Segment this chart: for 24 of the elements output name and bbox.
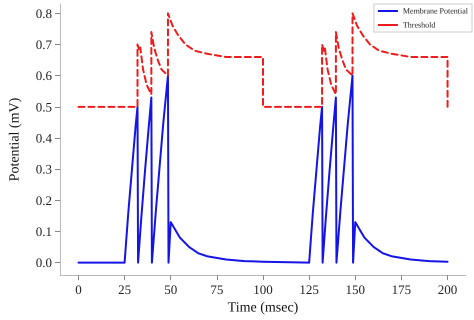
y-tick-label: 0.0 bbox=[36, 255, 52, 270]
x-tick-label: 125 bbox=[299, 282, 319, 298]
y-tick-label: 0.8 bbox=[36, 6, 52, 21]
y-tick-label: 0.4 bbox=[36, 130, 52, 146]
x-tick-label: 100 bbox=[253, 282, 273, 298]
x-tick-label: 75 bbox=[210, 282, 224, 298]
x-tick-label: 0 bbox=[75, 282, 82, 298]
legend-label: Membrane Potential bbox=[402, 6, 469, 16]
y-tick-label: 0.3 bbox=[36, 162, 52, 177]
x-tick-label: 200 bbox=[438, 282, 458, 298]
y-tick-label: 0.1 bbox=[36, 224, 52, 239]
x-tick-label: 25 bbox=[118, 282, 132, 298]
x-tick-label: 50 bbox=[164, 282, 178, 298]
x-axis-title: Time (msec) bbox=[228, 300, 299, 316]
legend-label: Threshold bbox=[402, 20, 436, 30]
y-tick-label: 0.2 bbox=[36, 192, 52, 208]
x-tick-label: 150 bbox=[346, 282, 366, 298]
y-axis-title: Potential (mV) bbox=[8, 97, 22, 182]
y-tick-label: 0.5 bbox=[36, 99, 52, 114]
line-series bbox=[77, 12, 449, 108]
y-tick-label: 0.7 bbox=[36, 37, 52, 52]
line-series bbox=[77, 74, 449, 264]
x-tick-label: 175 bbox=[392, 282, 412, 298]
y-tick-label: 0.6 bbox=[36, 68, 52, 84]
